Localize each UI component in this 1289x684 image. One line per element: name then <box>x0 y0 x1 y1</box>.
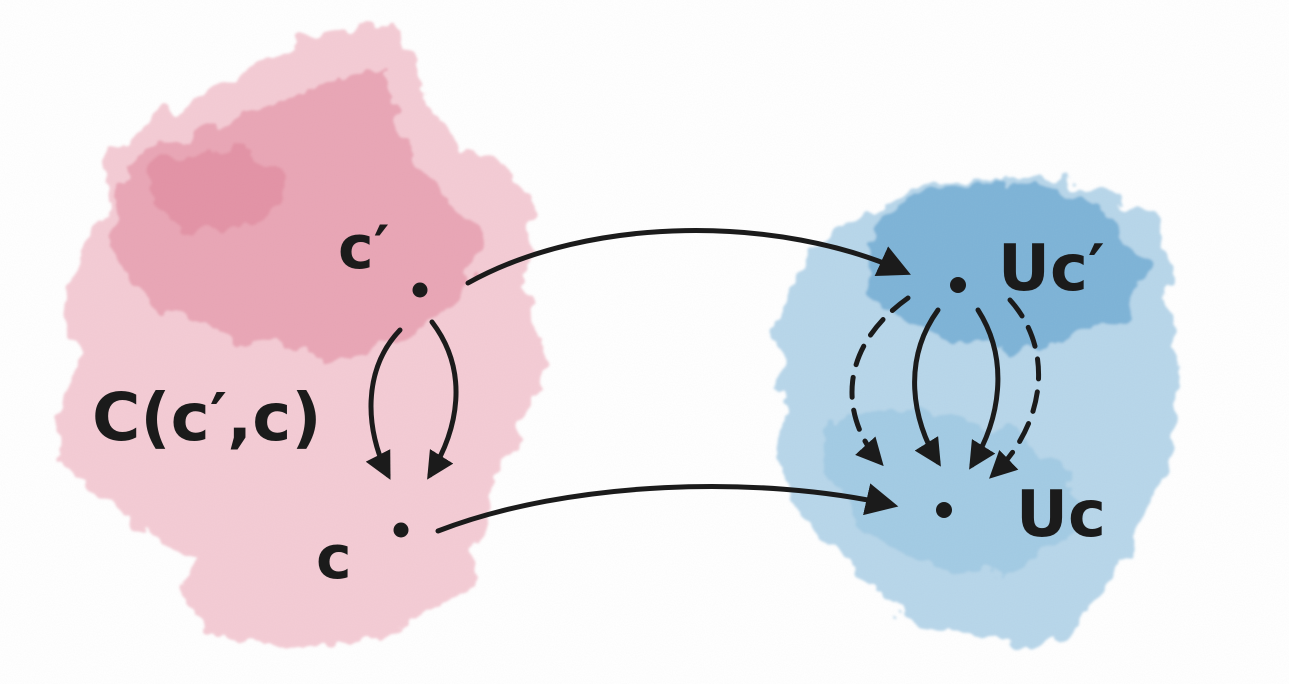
label-hom-set: C(c′,c) <box>92 379 322 456</box>
arrow-c-prime-to-uc-prime <box>465 228 911 286</box>
label-uc: Uc <box>1016 478 1106 552</box>
object-c-prime-dot <box>412 282 428 298</box>
arrow-uc-prime-to-uc-solid-right <box>969 307 1001 470</box>
label-c-prime: c′ <box>338 213 389 283</box>
arrow-c-prime-to-c-right <box>427 319 459 480</box>
arrow-c-prime-to-c-left <box>365 327 403 480</box>
object-uc-dot <box>936 502 952 518</box>
label-c: c <box>316 523 352 593</box>
arrow-uc-prime-to-uc-dashed-left <box>849 295 911 467</box>
arrow-uc-prime-to-uc-solid-left <box>912 307 941 467</box>
label-uc-prime: Uc′ <box>998 232 1105 306</box>
arrow-c-to-uc <box>435 483 899 534</box>
object-uc-prime-dot <box>950 277 966 293</box>
object-c-dot <box>393 522 409 538</box>
arrow-uc-prime-to-uc-dashed-right <box>989 297 1041 479</box>
